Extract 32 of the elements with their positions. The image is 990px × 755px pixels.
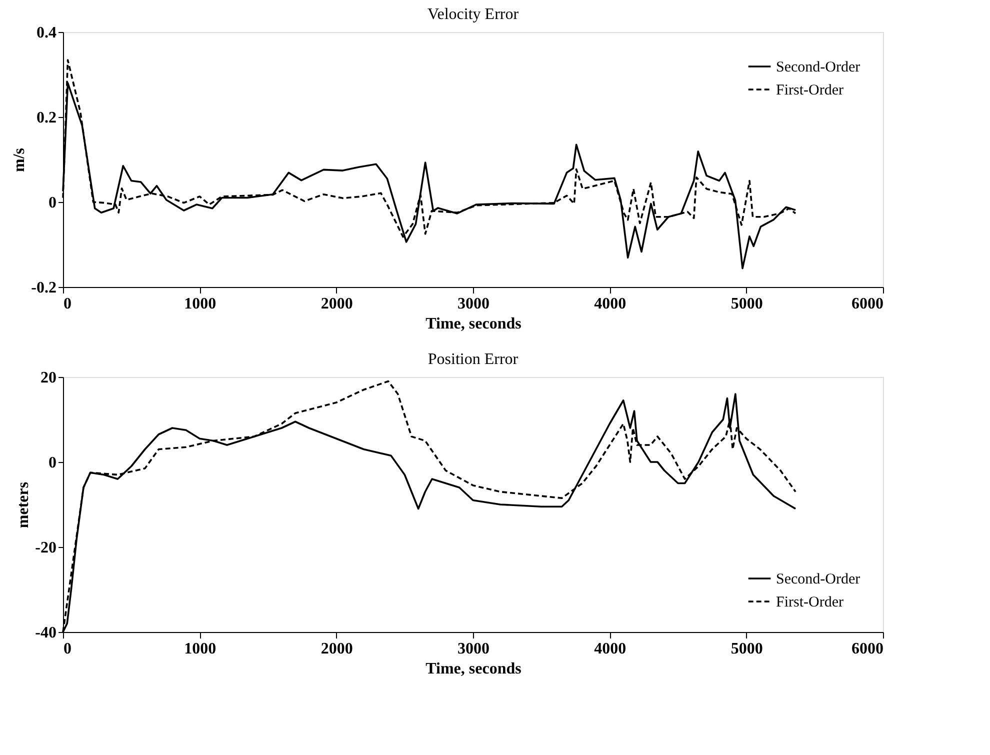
chart-title: Position Error — [428, 351, 519, 368]
x-tick-label: 0 — [64, 640, 72, 658]
x-tick-label: 1000 — [184, 296, 216, 312]
y-tick-label: 0 — [48, 454, 56, 472]
x-tick-label: 4000 — [594, 640, 626, 658]
x-axis-title: Time, seconds — [426, 316, 522, 332]
legend-label: First-Order — [776, 594, 844, 610]
legend-label: Second-Order — [776, 572, 860, 588]
y-tick-label: -0.2 — [31, 280, 56, 296]
x-tick-label: 2000 — [320, 640, 353, 658]
chart-title: Velocity Error — [427, 6, 520, 23]
legend-label: First-Order — [776, 82, 844, 98]
legend-label: Second-Order — [776, 60, 860, 76]
x-tick-label: 4000 — [594, 296, 626, 312]
x-tick-label: 3000 — [458, 296, 490, 312]
y-tick-label: -40 — [35, 624, 56, 642]
x-tick-label: 5000 — [730, 296, 763, 312]
x-tick-label: 0 — [64, 296, 72, 312]
y-tick-label: 0.4 — [36, 24, 56, 42]
x-tick-label: 6000 — [852, 296, 884, 312]
y-axis-title: meters — [15, 482, 32, 528]
x-axis-title: Time, seconds — [426, 660, 522, 678]
y-tick-label: 0 — [48, 194, 56, 212]
y-axis-title: m/s — [11, 148, 28, 172]
x-tick-label: 3000 — [458, 640, 490, 658]
y-tick-label: 20 — [40, 370, 56, 386]
x-tick-label: 2000 — [320, 296, 353, 312]
x-tick-label: 6000 — [852, 640, 884, 658]
y-tick-label: 0.2 — [36, 110, 56, 126]
y-tick-label: -20 — [35, 540, 56, 556]
x-tick-label: 1000 — [184, 640, 216, 658]
x-tick-label: 5000 — [730, 640, 763, 658]
